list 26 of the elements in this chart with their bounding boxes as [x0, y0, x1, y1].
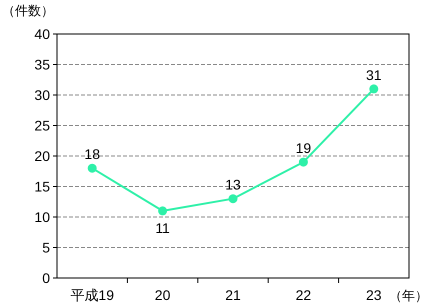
data-label: 19 — [296, 140, 312, 156]
y-tick-label: 20 — [34, 148, 50, 164]
data-label: 11 — [155, 220, 170, 236]
point — [88, 164, 97, 173]
point — [158, 206, 168, 216]
y-tick-label: 40 — [34, 26, 50, 42]
data-label: 18 — [84, 146, 100, 162]
x-tick-label: 20 — [154, 287, 171, 303]
data-label: 13 — [225, 176, 241, 193]
data-label: 31 — [366, 66, 382, 83]
x-tick-label: 21 — [225, 287, 241, 303]
y-tick-label: 0 — [42, 270, 50, 286]
point — [228, 194, 238, 204]
y-tick-label: 15 — [34, 178, 50, 194]
y-tick-label: 30 — [34, 87, 50, 103]
y-axis-title: （件数） — [2, 3, 54, 18]
y-tick-label: 10 — [34, 209, 50, 225]
x-axis-title: （年） — [389, 288, 428, 303]
point — [369, 84, 378, 94]
y-tick-label: 25 — [34, 118, 50, 134]
x-tick-label: 22 — [296, 287, 312, 303]
y-tick-label: 35 — [34, 56, 50, 72]
y-tick-label: 5 — [42, 240, 50, 256]
x-tick-label: 23 — [366, 287, 382, 303]
x-tick-label: 平成19 — [70, 287, 114, 303]
point — [298, 158, 308, 167]
